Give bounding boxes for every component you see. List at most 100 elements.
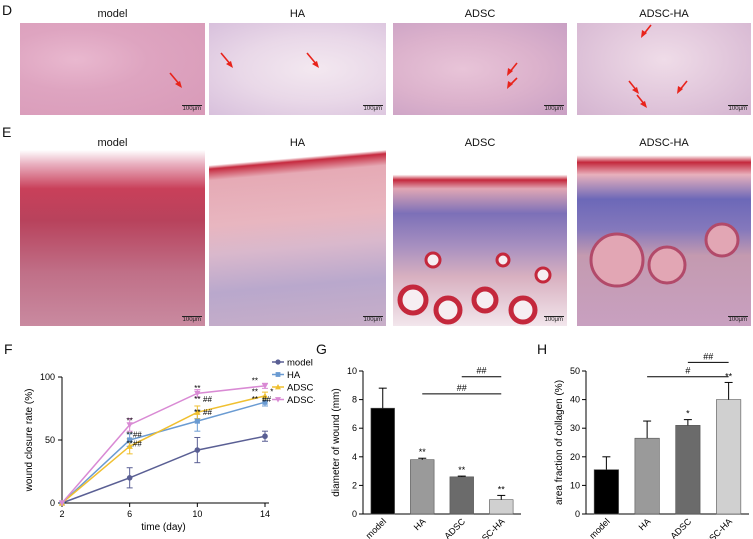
panel-d-title-adsc: ADSC <box>464 8 496 20</box>
data-point <box>262 399 268 405</box>
legend-label: ADSC <box>287 383 314 394</box>
he-image-model: 100μm <box>20 23 205 115</box>
scale-bar: 100μm <box>362 316 383 323</box>
x-tick-label: ADSC <box>442 516 467 539</box>
panel-f-label: F <box>4 341 13 357</box>
follicle-pattern <box>397 251 552 325</box>
significance-mark: ## <box>703 351 713 361</box>
significance-mark: ** <box>725 371 733 381</box>
panel-d-label: D <box>2 2 13 18</box>
y-tick-label: 100 <box>40 372 55 382</box>
x-tick-label: HA <box>412 516 428 532</box>
data-point <box>262 433 268 440</box>
legend-marker <box>275 384 281 390</box>
data-point <box>261 392 269 399</box>
bar-adsc-ha <box>489 499 514 515</box>
masson-image-adsc: 100μm <box>393 150 567 326</box>
legend-marker <box>275 359 281 365</box>
significance-mark: ## <box>133 430 142 439</box>
series-line-ha <box>61 401 266 504</box>
y-tick-label: 10 <box>347 366 357 376</box>
y-tick-label: 2 <box>352 480 357 490</box>
x-tick-label: model <box>364 516 388 539</box>
bar-ha <box>410 459 435 515</box>
scale-bar: 100μm <box>543 105 564 112</box>
y-tick-label: 10 <box>570 480 580 490</box>
bar-model <box>593 469 619 515</box>
follicle-pattern <box>589 222 740 288</box>
bar-model <box>370 407 395 515</box>
red-arrow-icon <box>220 52 319 68</box>
panel-d-title-model: model <box>97 8 128 20</box>
y-tick-label: 0 <box>575 509 580 519</box>
series-line-model <box>61 435 266 504</box>
y-tick-label: 4 <box>352 452 357 462</box>
y-tick-label: 50 <box>45 435 55 445</box>
x-tick-label: model <box>587 516 611 539</box>
legend-marker <box>275 372 281 377</box>
panel-e-title-adsc: ADSC <box>464 137 496 149</box>
red-arrow-icon <box>507 62 518 89</box>
masson-image-model: 100μm <box>20 150 205 326</box>
wound-diameter-bar-chart: 0 2 4 6 8 10 model ** HA ** ADSC ** ADSC-HA ## ## diam… <box>331 366 521 539</box>
y-axis-label: area fraction of collagen (%) <box>554 380 565 505</box>
legend-label: ADSC-HA <box>287 395 315 406</box>
bar-adsc <box>449 476 474 515</box>
significance-mark: ## <box>457 383 467 393</box>
data-point <box>126 443 133 449</box>
significance-mark: ** <box>127 430 133 439</box>
x-tick-label: 6 <box>127 509 132 519</box>
series-line-adsc-ha <box>61 385 266 504</box>
he-image-adsc-ha: 100μm <box>577 23 751 115</box>
scale-bar: 100μm <box>362 105 383 112</box>
panel-e-title-ha: HA <box>289 137 306 149</box>
he-image-adsc: 100μm <box>393 23 567 115</box>
significance-mark: # <box>685 366 690 376</box>
data-point <box>194 447 201 453</box>
panel-e-title-model: model <box>97 137 128 149</box>
panel-d-title-adsc-ha: ADSC-HA <box>639 8 689 20</box>
significance-mark: ## <box>476 366 486 376</box>
y-axis-label: diameter of wound (mm) <box>331 388 342 496</box>
scale-bar: 100μm <box>181 105 202 112</box>
x-tick-label: ADSC <box>669 516 694 539</box>
panel-d-title-ha: HA <box>289 8 306 20</box>
y-tick-label: 20 <box>570 452 580 462</box>
significance-mark: ** <box>127 439 133 448</box>
he-image-ha: 100μm <box>209 23 386 115</box>
bar-adsc <box>675 425 701 515</box>
significance-mark: ## <box>203 408 212 417</box>
significance-mark: * <box>270 388 273 397</box>
significance-mark: ** <box>252 395 258 404</box>
x-tick-label: 10 <box>192 509 202 519</box>
data-point <box>261 383 269 390</box>
bar-ha <box>634 437 660 515</box>
significance-mark: ** <box>194 395 200 404</box>
data-point <box>127 437 133 443</box>
y-tick-label: 6 <box>352 423 357 433</box>
significance-mark: ## <box>133 439 142 448</box>
masson-image-adsc-ha: 100μm <box>577 150 751 326</box>
significance-mark: ** <box>419 447 427 457</box>
scale-bar: 100μm <box>543 316 564 323</box>
significance-mark: ** <box>194 408 200 417</box>
y-tick-label: 8 <box>352 395 357 405</box>
legend-label: HA <box>287 370 301 381</box>
significance-mark: ** <box>498 484 506 494</box>
y-tick-label: 50 <box>570 366 580 376</box>
data-point <box>194 390 201 397</box>
panel-e-label: E <box>2 124 12 140</box>
significance-mark: ** <box>252 388 258 397</box>
y-axis-label: wound closure rate (%) <box>24 389 35 493</box>
y-tick-label: 0 <box>50 498 55 508</box>
significance-mark: ** <box>252 376 258 385</box>
scale-bar: 100μm <box>727 105 748 112</box>
y-tick-label: 30 <box>570 423 580 433</box>
panel-g-label: G <box>316 341 327 357</box>
panel-h-label: H <box>537 341 548 357</box>
x-tick-label: HA <box>637 516 653 532</box>
x-tick-label: 2 <box>59 509 64 519</box>
data-point <box>126 475 133 481</box>
data-point <box>126 422 133 429</box>
